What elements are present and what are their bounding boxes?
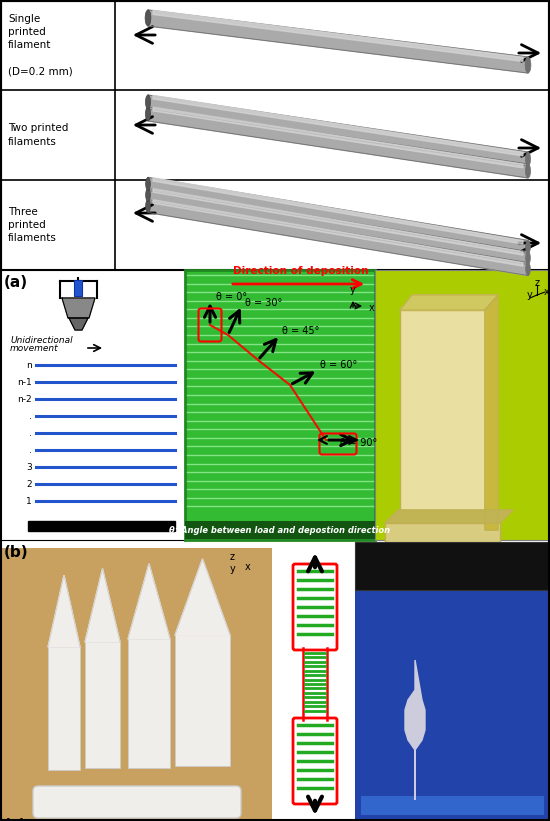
Text: n: n bbox=[26, 360, 32, 369]
Text: θ = 60°: θ = 60° bbox=[320, 360, 358, 370]
Ellipse shape bbox=[146, 177, 150, 190]
Text: Direction of deposition: Direction of deposition bbox=[233, 266, 368, 276]
Polygon shape bbox=[128, 564, 170, 639]
Polygon shape bbox=[485, 295, 498, 530]
Text: movement: movement bbox=[10, 344, 59, 353]
Text: n-1: n-1 bbox=[17, 378, 32, 387]
Text: Three
printed
filaments: Three printed filaments bbox=[8, 207, 57, 243]
Ellipse shape bbox=[146, 189, 150, 201]
Ellipse shape bbox=[526, 241, 530, 254]
Text: y: y bbox=[527, 290, 533, 300]
Bar bbox=[375, 270, 549, 540]
Bar bbox=[400, 310, 485, 530]
Text: Single
printed
filament

(D=0.2 mm): Single printed filament (D=0.2 mm) bbox=[8, 14, 73, 76]
Text: y: y bbox=[230, 564, 236, 574]
Bar bbox=[272, 550, 550, 820]
Text: (a): (a) bbox=[4, 275, 28, 290]
FancyBboxPatch shape bbox=[293, 718, 337, 804]
Bar bbox=[360, 795, 544, 815]
Polygon shape bbox=[153, 200, 523, 266]
Text: (c): (c) bbox=[4, 818, 27, 821]
Polygon shape bbox=[48, 576, 80, 647]
Polygon shape bbox=[400, 295, 498, 310]
Polygon shape bbox=[405, 660, 425, 800]
Text: Two printed
filaments: Two printed filaments bbox=[8, 123, 68, 147]
Polygon shape bbox=[148, 177, 528, 254]
Text: Unidirectional: Unidirectional bbox=[10, 336, 73, 345]
Polygon shape bbox=[385, 510, 513, 523]
Ellipse shape bbox=[146, 95, 151, 109]
FancyBboxPatch shape bbox=[293, 564, 337, 650]
Text: x: x bbox=[544, 287, 550, 297]
Text: θ = 45°: θ = 45° bbox=[282, 326, 320, 336]
Bar bbox=[1, 270, 549, 540]
Bar bbox=[1, 548, 272, 820]
Text: (b): (b) bbox=[4, 545, 29, 560]
Bar bbox=[85, 642, 120, 768]
Bar bbox=[48, 647, 80, 770]
Polygon shape bbox=[148, 189, 528, 264]
Text: .: . bbox=[29, 429, 32, 438]
Text: 3: 3 bbox=[26, 462, 32, 471]
Polygon shape bbox=[153, 11, 523, 62]
Bar bbox=[289, 550, 341, 820]
Polygon shape bbox=[148, 95, 528, 166]
Ellipse shape bbox=[145, 10, 151, 26]
Text: θ: Angle between load and depostion direction: θ: Angle between load and depostion dire… bbox=[169, 525, 390, 534]
Bar bbox=[28, 521, 175, 531]
Text: n-2: n-2 bbox=[18, 395, 32, 403]
Text: θ = 0°: θ = 0° bbox=[216, 292, 247, 302]
Polygon shape bbox=[62, 298, 95, 318]
Text: .: . bbox=[29, 446, 32, 455]
Polygon shape bbox=[69, 318, 88, 330]
Text: y: y bbox=[350, 285, 356, 295]
Text: 1: 1 bbox=[26, 497, 32, 506]
Ellipse shape bbox=[525, 57, 531, 73]
Bar bbox=[185, 521, 375, 539]
Ellipse shape bbox=[146, 107, 151, 121]
Polygon shape bbox=[153, 108, 523, 167]
Polygon shape bbox=[148, 200, 528, 276]
Bar bbox=[185, 270, 375, 540]
Bar bbox=[74, 280, 82, 296]
Ellipse shape bbox=[525, 164, 531, 178]
Bar bbox=[385, 523, 500, 545]
Text: θ = 30°: θ = 30° bbox=[245, 298, 282, 308]
Polygon shape bbox=[85, 568, 120, 642]
Polygon shape bbox=[153, 95, 523, 156]
Text: x: x bbox=[245, 562, 251, 572]
Ellipse shape bbox=[525, 152, 531, 166]
Polygon shape bbox=[153, 177, 523, 244]
Bar bbox=[128, 639, 170, 768]
Ellipse shape bbox=[146, 200, 150, 213]
Text: .: . bbox=[29, 411, 32, 420]
Ellipse shape bbox=[526, 251, 530, 264]
Polygon shape bbox=[175, 559, 230, 635]
Text: 2: 2 bbox=[26, 479, 32, 488]
Text: θ = 90°: θ = 90° bbox=[340, 438, 377, 448]
Text: z: z bbox=[229, 552, 234, 562]
Bar bbox=[355, 542, 549, 590]
Bar bbox=[355, 550, 549, 820]
Text: x: x bbox=[369, 303, 375, 313]
Bar bbox=[1, 1, 549, 270]
Bar bbox=[175, 635, 230, 766]
FancyBboxPatch shape bbox=[33, 786, 241, 818]
Polygon shape bbox=[148, 107, 528, 178]
Ellipse shape bbox=[526, 263, 530, 276]
Polygon shape bbox=[148, 10, 528, 73]
Polygon shape bbox=[153, 189, 523, 255]
Text: z: z bbox=[535, 278, 540, 288]
